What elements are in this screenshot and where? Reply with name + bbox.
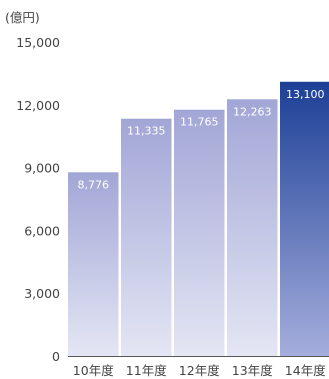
x-axis-labels: 10年度 11年度 12年度 13年度 14年度 (73, 363, 326, 378)
bar-10年度 (68, 172, 119, 356)
bar-value-label: 12,263 (233, 105, 272, 118)
bar-series (68, 81, 329, 357)
bar-12年度 (174, 109, 225, 356)
y-tick-label: 15,000 (16, 35, 60, 50)
bar-value-labels: 8,776 11,335 11,765 12,263 13,100 (78, 88, 325, 192)
bar-13年度 (227, 99, 278, 357)
y-tick-label: 0 (52, 349, 60, 364)
bar-value-label: 8,776 (78, 178, 110, 191)
x-tick-label: 11年度 (126, 363, 167, 378)
y-tick-label: 9,000 (24, 161, 60, 176)
x-tick-label: 10年度 (73, 363, 114, 378)
bar-value-label: 11,765 (180, 116, 219, 129)
x-tick-label: 12年度 (179, 363, 220, 378)
bar-14年度 (280, 81, 329, 357)
bar-value-label: 11,335 (127, 125, 166, 138)
y-axis-unit-label: (億円) (5, 10, 40, 25)
y-tick-label: 6,000 (24, 223, 60, 238)
y-axis-ticks: 0 3,000 6,000 9,000 12,000 15,000 (16, 35, 60, 364)
y-tick-label: 3,000 (24, 286, 60, 301)
x-tick-label: 14年度 (285, 363, 326, 378)
y-tick-label: 12,000 (16, 98, 60, 113)
x-tick-label: 13年度 (232, 363, 273, 378)
bar-11年度 (121, 118, 172, 356)
bar-value-label: 13,100 (286, 88, 325, 101)
